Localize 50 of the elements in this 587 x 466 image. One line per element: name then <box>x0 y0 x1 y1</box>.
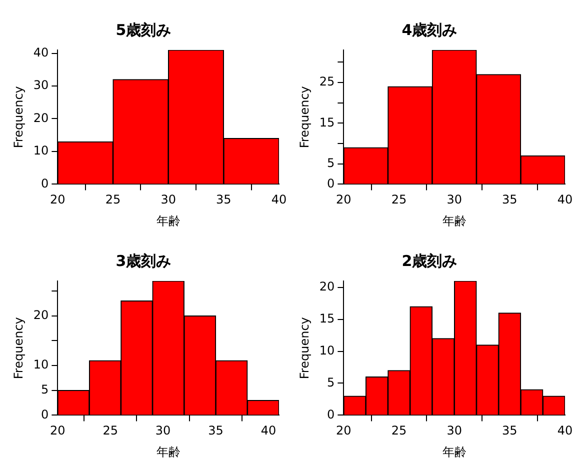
x-tick-label: 25 <box>102 424 118 438</box>
x-tick-label: 35 <box>502 192 518 207</box>
x-tick-label: 20 <box>336 192 352 207</box>
y-tick-label: 0 <box>41 176 49 190</box>
y-tick-label: 0 <box>327 176 335 190</box>
x-axis-title: 年齢 <box>156 214 180 228</box>
x-tick-label: 30 <box>446 424 462 438</box>
y-tick-label: 25 <box>319 74 335 89</box>
x-tick-label: 25 <box>391 424 407 438</box>
x-tick-label: 25 <box>391 192 407 207</box>
y-tick-label: 15 <box>319 311 335 326</box>
x-tick-label: 20 <box>50 192 66 207</box>
y-axis-title: Frequency <box>297 86 312 148</box>
x-tick-label: 40 <box>557 192 573 207</box>
x-tick-label: 40 <box>271 192 287 207</box>
y-tick-label: 5 <box>41 382 49 396</box>
x-tick-label: 30 <box>155 424 171 438</box>
y-tick-label: 15 <box>319 115 335 130</box>
y-axis-title: Frequency <box>11 86 26 148</box>
x-tick-label: 40 <box>557 424 573 438</box>
x-tick-label: 20 <box>336 424 352 438</box>
y-tick-label: 10 <box>33 358 49 372</box>
x-tick-label: 30 <box>446 192 462 207</box>
x-tick-label: 30 <box>160 192 176 207</box>
y-axis-title: Frequency <box>11 317 26 380</box>
x-tick-label: 35 <box>502 424 518 438</box>
x-tick-label: 20 <box>50 424 66 438</box>
chart-title: 3歳刻み <box>116 252 172 270</box>
y-tick-label: 20 <box>33 110 49 125</box>
x-axis-title: 年齢 <box>442 214 466 228</box>
y-tick-label: 10 <box>33 144 49 158</box>
y-tick-label: 20 <box>319 280 335 294</box>
y-tick-label: 5 <box>327 375 335 390</box>
chart-title: 5歳刻み <box>116 20 172 39</box>
y-tick-label: 30 <box>33 78 49 92</box>
chart-title: 2歳刻み <box>402 252 458 270</box>
y-axis-title: Frequency <box>297 317 312 380</box>
y-tick-label: 20 <box>33 308 49 322</box>
x-tick-label: 40 <box>260 424 276 438</box>
y-tick-label: 0 <box>41 407 49 422</box>
y-tick-label: 10 <box>319 343 335 358</box>
x-tick-label: 25 <box>105 192 121 207</box>
x-axis-title: 年齢 <box>156 444 180 459</box>
x-tick-label: 35 <box>216 192 232 207</box>
y-tick-label: 0 <box>327 407 335 422</box>
x-tick-label: 35 <box>208 424 224 438</box>
y-tick-label: 5 <box>327 156 335 170</box>
y-tick-label: 40 <box>33 45 49 60</box>
chart-title: 4歳刻み <box>402 20 458 39</box>
x-axis-title: 年齢 <box>442 444 466 459</box>
